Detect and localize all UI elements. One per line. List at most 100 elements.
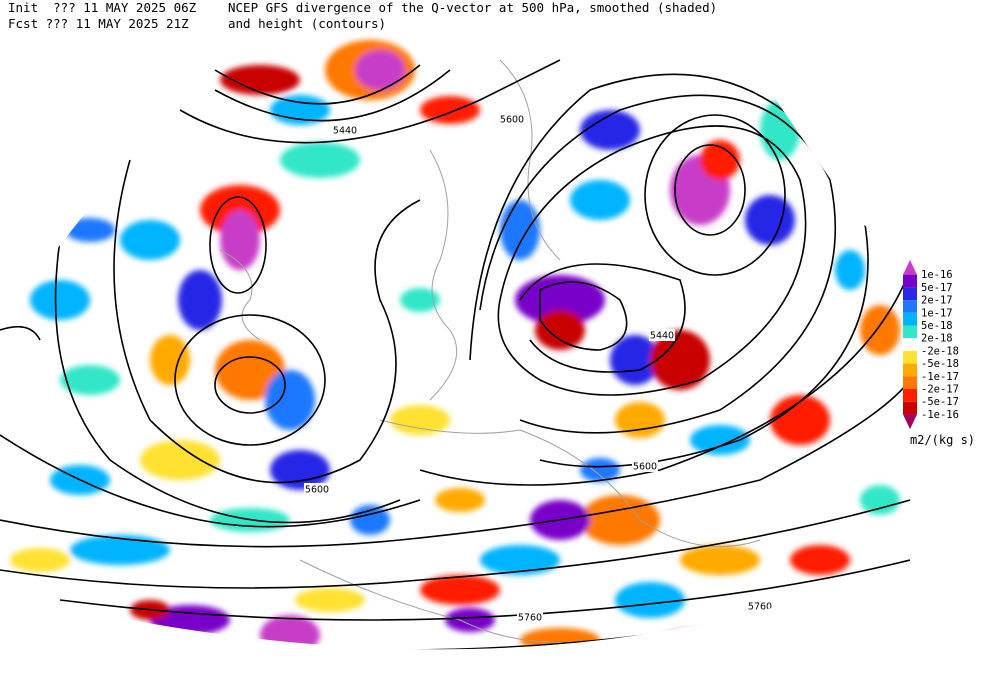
forecast-time: Fcst ??? 11 MAY 2025 21Z xyxy=(8,16,189,31)
divergence-shading xyxy=(10,40,900,650)
shading-region xyxy=(30,280,90,320)
legend-label: 2e-18 xyxy=(921,333,953,345)
init-time: Init ??? 11 MAY 2025 06Z xyxy=(8,0,197,15)
shading-region xyxy=(770,395,830,445)
coastlines xyxy=(219,59,761,643)
contour-labels: 5440 5600 5440 5600 5600 5760 5760 5760 xyxy=(287,113,773,659)
contour-line xyxy=(497,125,807,396)
shading-region xyxy=(445,608,495,632)
shading-region xyxy=(215,340,285,400)
contour-label: 5440 xyxy=(650,331,674,342)
contour-line xyxy=(0,499,910,589)
contour-line xyxy=(479,94,837,434)
shading-region xyxy=(500,200,540,260)
shading-region xyxy=(515,275,605,325)
shading-region xyxy=(350,505,390,535)
shading-region xyxy=(265,370,315,430)
map-subtitle: and height (contours) xyxy=(228,16,386,31)
coastline xyxy=(219,249,261,341)
shading-region xyxy=(700,140,740,180)
contour-line xyxy=(214,64,421,105)
contour-label-box xyxy=(632,460,658,472)
contour-label-box xyxy=(499,113,525,125)
shading-region xyxy=(790,545,850,575)
legend-swatch xyxy=(903,350,917,364)
shading-region xyxy=(65,218,115,242)
contour-line xyxy=(54,239,401,524)
legend-units: m2/(kg s) xyxy=(910,433,975,447)
coastline xyxy=(379,419,761,548)
contour-label: 5760 xyxy=(288,648,312,659)
contour-line xyxy=(113,159,421,484)
shading-region xyxy=(260,615,320,650)
shading-region xyxy=(860,305,900,355)
shading-region xyxy=(835,250,865,290)
shading-region xyxy=(220,65,300,95)
shading-region xyxy=(690,425,750,455)
contour-label-box xyxy=(649,329,675,341)
legend-label: -1e-17 xyxy=(921,371,959,383)
shading-region xyxy=(400,288,440,312)
contour-label-box xyxy=(332,124,358,136)
contour-line xyxy=(644,114,786,276)
contour-label: 5760 xyxy=(518,613,542,624)
coastline xyxy=(429,149,458,401)
shading-region xyxy=(10,548,70,572)
shading-region xyxy=(745,195,795,245)
contour-line xyxy=(179,59,561,144)
shading-region xyxy=(860,485,900,515)
shading-region xyxy=(140,440,220,480)
map-title: NCEP GFS divergence of the Q-vector at 5… xyxy=(228,0,717,15)
contour-line xyxy=(419,269,910,486)
shading-region xyxy=(615,402,665,438)
shading-region xyxy=(220,210,260,270)
contour-label: 5600 xyxy=(633,462,657,473)
contour-line xyxy=(0,434,421,528)
shading-region xyxy=(680,545,760,575)
legend-swatch xyxy=(903,274,917,288)
legend-swatch xyxy=(903,287,917,301)
contour-line xyxy=(214,356,286,414)
contour-line xyxy=(539,281,628,351)
legend: m2/(kg s) 1e-165e-172e-171e-175e-182e-18… xyxy=(903,260,975,447)
contour-line xyxy=(674,144,746,236)
contour-label-box xyxy=(304,483,330,495)
contour-label-box xyxy=(287,646,313,650)
legend-swatch xyxy=(903,300,917,313)
coastline xyxy=(499,59,561,261)
shading-region xyxy=(615,582,685,618)
contour-line xyxy=(0,379,910,548)
shading-region xyxy=(535,310,585,350)
legend-label: -5e-17 xyxy=(921,396,959,408)
shading-region xyxy=(120,220,180,260)
shading-region xyxy=(420,575,500,605)
contour-line xyxy=(0,325,41,341)
legend-label: -5e-18 xyxy=(921,358,959,370)
legend-label: 1e-16 xyxy=(921,269,953,281)
shading-region xyxy=(70,535,170,565)
legend-swatch xyxy=(903,376,917,389)
legend-swatch xyxy=(903,389,917,402)
legend-swatch xyxy=(903,414,917,430)
legend-label: -2e-17 xyxy=(921,384,959,396)
legend-swatch xyxy=(903,401,917,415)
contour-label-box xyxy=(517,611,543,623)
shading-region xyxy=(610,335,660,385)
legend-label: -1e-16 xyxy=(921,409,959,421)
legend-label: -2e-18 xyxy=(921,345,959,357)
shading-region xyxy=(390,405,450,435)
contour-line xyxy=(209,196,267,294)
shading-region xyxy=(420,96,480,124)
contour-label: 5600 xyxy=(500,115,524,126)
shading-region xyxy=(480,545,560,575)
shading-region xyxy=(270,450,330,490)
shading-region xyxy=(650,330,710,390)
shading-region xyxy=(570,180,630,220)
shading-region xyxy=(580,495,660,545)
shading-region xyxy=(435,488,485,512)
shading-region xyxy=(178,270,222,330)
shading-region xyxy=(580,110,640,150)
legend-swatch xyxy=(903,312,917,326)
